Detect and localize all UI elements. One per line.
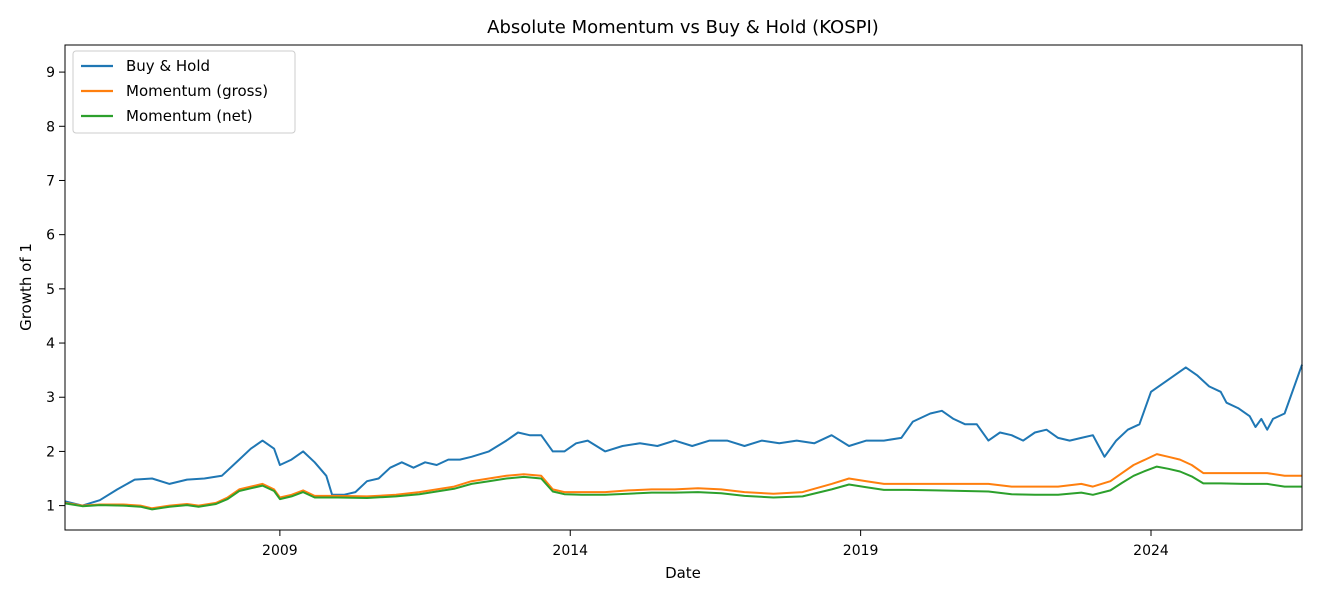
- legend-label-momentum-net: Momentum (net): [126, 107, 253, 125]
- series-line-2: [64, 465, 1302, 511]
- ticks-layer: 2009 2014 2019 2024 1 2 3 4 5 6 7 8 9: [46, 65, 1169, 559]
- legend: Buy & Hold Momentum (gross) Momentum (ne…: [72, 50, 296, 134]
- series-layer: [64, 364, 1303, 511]
- x-tick-label: 2019: [843, 543, 879, 559]
- legend-label-buy-hold: Buy & Hold: [126, 57, 210, 75]
- y-axis-label: Growth of 1: [17, 243, 35, 331]
- series-line-0: [64, 364, 1303, 507]
- y-tick-label: 1: [46, 499, 55, 515]
- legend-label-momentum-gross: Momentum (gross): [126, 82, 268, 100]
- plot-frame: [64, 44, 1303, 531]
- series-line-1: [64, 453, 1302, 510]
- legend-box: [72, 50, 296, 134]
- y-tick-label: 5: [46, 282, 55, 298]
- x-tick-label: 2009: [262, 543, 298, 559]
- x-axis-label: Date: [665, 564, 701, 582]
- y-tick-label: 3: [46, 390, 55, 406]
- x-tick-label: 2014: [552, 543, 588, 559]
- y-tick-label: 4: [46, 336, 55, 352]
- y-tick-label: 9: [46, 65, 55, 81]
- y-tick-label: 8: [46, 119, 55, 135]
- y-tick-label: 2: [46, 444, 55, 460]
- y-tick-label: 6: [46, 228, 55, 244]
- chart-title: Absolute Momentum vs Buy & Hold (KOSPI): [487, 17, 879, 38]
- y-tick-label: 7: [46, 173, 55, 189]
- x-tick-label: 2024: [1133, 543, 1169, 559]
